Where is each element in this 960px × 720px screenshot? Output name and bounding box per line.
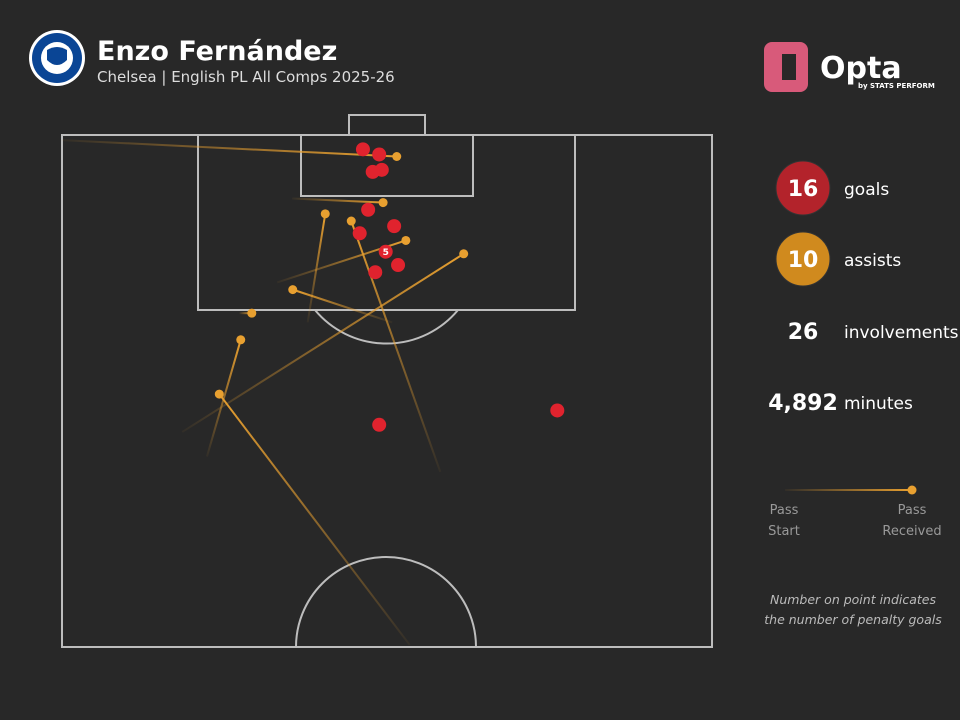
pitch: [61, 114, 713, 648]
goal-point: [365, 164, 380, 179]
goal-point: [372, 417, 387, 432]
assist-pass: [181, 252, 465, 433]
assist-pass: [205, 339, 242, 457]
assist-pass: [306, 213, 327, 323]
assist-pass: [218, 393, 411, 646]
legend-label: Pass: [770, 503, 799, 518]
assist-point: [459, 249, 469, 259]
subtitle: Chelsea | English PL All Comps 2025-26: [97, 68, 395, 86]
penalty-goal-point: [378, 244, 393, 259]
marks: 5: [61, 139, 565, 646]
stat-label: assists: [844, 251, 901, 271]
goal-point: [355, 142, 370, 157]
note: Number on point indicates: [770, 592, 937, 607]
assist-point: [214, 389, 224, 399]
goal-point: [550, 403, 565, 418]
assist-point: [320, 209, 330, 219]
brand-tagline: by STATS PERFORM: [858, 82, 935, 90]
assist-pass: [292, 197, 384, 204]
assist-point: [401, 235, 411, 245]
brand-name: Opta: [820, 51, 902, 86]
assist-point: [346, 216, 356, 226]
goal-point: [352, 226, 367, 241]
legend-label: Pass: [898, 503, 927, 518]
stat-label: minutes: [844, 394, 913, 414]
assist-point: [378, 198, 388, 208]
stat-badge: [775, 160, 831, 216]
note: the number of penalty goals: [764, 612, 942, 627]
stat-value: 16: [788, 177, 819, 202]
brand-logo: Opta by STATS PERFORM: [764, 42, 935, 92]
goal-point: [361, 202, 376, 217]
assist-pass: [292, 288, 393, 324]
goal-point: [368, 265, 383, 280]
stat-value: 10: [788, 248, 819, 273]
title: Enzo Fernández: [97, 36, 337, 67]
assist-point: [288, 285, 298, 295]
assist-point: [236, 335, 246, 345]
goal-point: [391, 258, 406, 273]
assist-pass: [350, 220, 442, 473]
legend-label: Received: [882, 524, 941, 539]
goal-point: [387, 219, 402, 234]
stat-value: 26: [788, 320, 819, 345]
club-badge: [29, 30, 85, 86]
penalty-count: 5: [383, 248, 389, 258]
goal-point: [372, 147, 387, 162]
assist-point: [247, 308, 257, 318]
stat-label: involvements: [844, 323, 959, 343]
stat-badge: [775, 231, 831, 287]
assist-pass: [61, 139, 397, 158]
legend-label: Start: [768, 524, 800, 539]
stat-label: goals: [844, 180, 889, 200]
assist-point: [392, 152, 402, 162]
pass-legend: Pass Start Pass Received: [768, 485, 942, 539]
stat-value: 4,892: [768, 391, 838, 416]
